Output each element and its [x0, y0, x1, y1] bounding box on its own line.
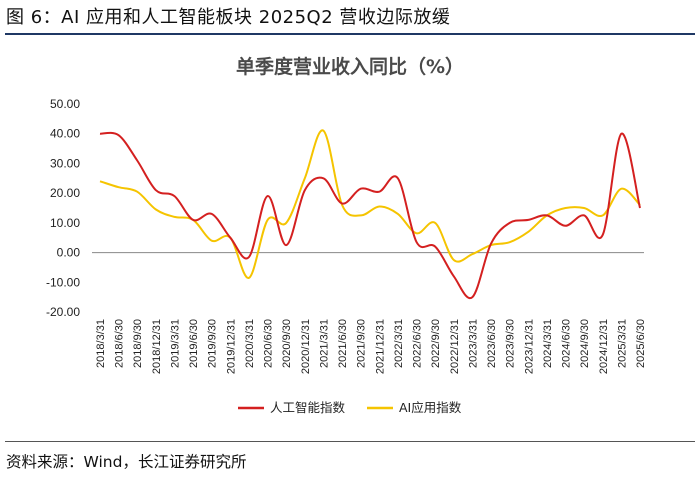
x-tick-label: 2025/3/31 — [616, 319, 628, 368]
x-tick-label: 2021/12/31 — [374, 319, 386, 374]
x-tick-label: 2024/9/30 — [579, 319, 591, 368]
x-tick-label: 2018/6/30 — [114, 319, 126, 368]
x-tick-label: 2021/3/31 — [318, 319, 330, 368]
figure-caption: 图 6：AI 应用和人工智能板块 2025Q2 营收边际放缓 — [6, 7, 451, 28]
x-tick-label: 2019/12/31 — [225, 319, 237, 374]
y-tick-label: 20.00 — [50, 186, 80, 200]
source-divider — [5, 441, 695, 442]
x-tick-label: 2020/6/30 — [263, 319, 275, 368]
y-axis-ticks: 50.00 40.00 30.00 20.00 10.00 0.00 -10.00 -20.0… — [46, 97, 80, 319]
caption-divider — [5, 33, 695, 35]
y-tick-label: -20.00 — [46, 305, 80, 319]
legend: 人工智能指数 AI应用指数 — [238, 400, 462, 415]
x-tick-label: 2023/6/30 — [486, 319, 498, 368]
y-tick-label: 10.00 — [50, 216, 80, 230]
x-tick-label: 2025/6/30 — [635, 319, 647, 368]
x-tick-label: 2023/12/31 — [523, 319, 535, 374]
x-tick-label: 2020/9/30 — [281, 319, 293, 368]
series-line-1 — [99, 131, 641, 300]
legend-label-series-2: AI应用指数 — [399, 400, 462, 415]
series-lines — [99, 129, 641, 300]
x-tick-label: 2022/3/31 — [393, 319, 405, 368]
x-tick-label: 2021/9/30 — [356, 319, 368, 368]
y-tick-label: 0.00 — [57, 246, 81, 260]
x-tick-label: 2019/6/30 — [188, 319, 200, 368]
x-tick-label: 2024/6/30 — [561, 319, 573, 368]
x-tick-label: 2022/12/31 — [449, 319, 461, 374]
x-tick-label: 2022/9/30 — [430, 319, 442, 368]
x-tick-label: 2020/3/31 — [244, 319, 256, 368]
chart-title: 单季度营业收入同比（%） — [236, 55, 464, 78]
y-tick-label: -10.00 — [46, 275, 80, 289]
x-tick-label: 2021/6/30 — [337, 319, 349, 368]
x-tick-label: 2019/9/30 — [207, 319, 219, 368]
source-note: 资料来源：Wind，长江证券研究所 — [6, 453, 247, 471]
x-tick-label: 2018/12/31 — [151, 319, 163, 374]
x-tick-label: 2020/12/31 — [300, 319, 312, 374]
x-axis-ticks: 2018/3/31 2018/6/30 2018/9/30 2018/12/31 201… — [95, 319, 647, 374]
x-tick-label: 2018/9/30 — [132, 319, 144, 368]
y-tick-label: 50.00 — [50, 97, 80, 111]
x-tick-label: 2018/3/31 — [95, 319, 107, 368]
y-tick-label: 30.00 — [50, 156, 80, 170]
legend-label-series-1: 人工智能指数 — [270, 400, 346, 415]
x-tick-label: 2023/9/30 — [505, 319, 517, 368]
x-tick-label: 2019/3/31 — [169, 319, 181, 368]
x-tick-label: 2022/6/30 — [412, 319, 424, 368]
x-tick-label: 2024/3/31 — [542, 319, 554, 368]
x-tick-label: 2023/3/31 — [467, 319, 479, 368]
x-tick-label: 2024/12/31 — [598, 319, 610, 374]
y-tick-label: 40.00 — [50, 127, 80, 141]
